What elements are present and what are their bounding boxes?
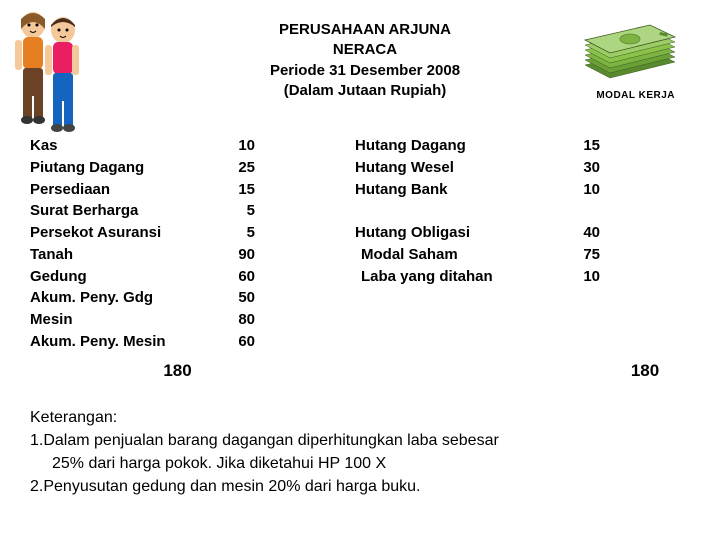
asset-row-label: Surat Berharga bbox=[30, 200, 215, 222]
asset-row-value: 60 bbox=[215, 331, 255, 353]
asset-row-value: 25 bbox=[215, 157, 255, 179]
asset-row-value: 60 bbox=[215, 266, 255, 288]
asset-row-label: Piutang Dagang bbox=[30, 157, 215, 179]
header-area: PERUSAHAAN ARJUNA NERACA Periode 31 Dese… bbox=[30, 15, 690, 125]
asset-row-label: Akum. Peny. Gdg bbox=[30, 287, 215, 309]
asset-row-label: Tanah bbox=[30, 244, 215, 266]
asset-row-label: Mesin bbox=[30, 309, 215, 331]
note-text: Penyusutan gedung dan mesin 20% dari har… bbox=[43, 478, 420, 495]
note-continuation: 25% dari harga pokok. Jika diketahui HP … bbox=[30, 452, 690, 475]
assets-labels: Kas Piutang Dagang Persediaan Surat Berh… bbox=[30, 135, 215, 353]
assets-values: 10 25 15 5 5 90 60 50 80 60 bbox=[215, 135, 265, 353]
asset-row-value: 15 bbox=[215, 179, 255, 201]
company-name: PERUSAHAAN ARJUNA bbox=[230, 20, 500, 40]
row-spacer bbox=[550, 200, 600, 222]
liabilities-values: 15 30 10 40 75 10 bbox=[550, 135, 600, 353]
liability-row-value: 40 bbox=[550, 222, 600, 244]
unit: (Dalam Jutaan Rupiah) bbox=[230, 81, 500, 101]
period: Periode 31 Desember 2008 bbox=[230, 61, 500, 81]
liability-row-label: Modal Saham bbox=[355, 244, 550, 266]
totals-gap bbox=[265, 361, 600, 381]
asset-row-value: 5 bbox=[215, 222, 255, 244]
asset-row-label: Persekot Asuransi bbox=[30, 222, 215, 244]
asset-row-label: Akum. Peny. Mesin bbox=[30, 331, 215, 353]
title-block: PERUSAHAAN ARJUNA NERACA Periode 31 Dese… bbox=[230, 20, 500, 101]
liabilities-labels: Hutang Dagang Hutang Wesel Hutang Bank H… bbox=[355, 135, 550, 353]
liability-row-value: 10 bbox=[550, 179, 600, 201]
note-item: 2.Penyusutan gedung dan mesin 20% dari h… bbox=[30, 475, 690, 498]
asset-row-value: 90 bbox=[215, 244, 255, 266]
asset-row-label: Gedung bbox=[30, 266, 215, 288]
note-item: 1.Dalam penjualan barang dagangan diperh… bbox=[30, 429, 690, 452]
row-spacer bbox=[355, 200, 550, 222]
liability-row-label: Hutang Obligasi bbox=[355, 222, 550, 244]
liability-row-value: 15 bbox=[550, 135, 600, 157]
note-num: 1. bbox=[30, 432, 43, 449]
slide: PERUSAHAAN ARJUNA NERACA Periode 31 Dese… bbox=[0, 0, 720, 540]
liability-row-value: 30 bbox=[550, 157, 600, 179]
report-type: NERACA bbox=[230, 40, 500, 60]
notes-section: Keterangan: 1.Dalam penjualan barang dag… bbox=[30, 406, 690, 499]
liability-row-label: Hutang Wesel bbox=[355, 157, 550, 179]
liability-row-value: 75 bbox=[550, 244, 600, 266]
modal-kerja-label: MODAL KERJA bbox=[596, 90, 675, 101]
note-text: Dalam penjualan barang dagangan diperhit… bbox=[43, 432, 498, 449]
liability-row-value: 10 bbox=[550, 266, 600, 288]
total-right: 180 bbox=[600, 361, 690, 381]
asset-row-value: 80 bbox=[215, 309, 255, 331]
asset-row-value: 10 bbox=[215, 135, 255, 157]
notes-title: Keterangan: bbox=[30, 406, 690, 429]
balance-sheet: Kas Piutang Dagang Persediaan Surat Berh… bbox=[30, 135, 690, 353]
asset-row-value: 5 bbox=[215, 200, 255, 222]
people-illustration bbox=[5, 5, 95, 145]
liability-row-label: Hutang Dagang bbox=[355, 135, 550, 157]
liability-row-label: Laba yang ditahan bbox=[355, 266, 550, 288]
asset-row-label: Persediaan bbox=[30, 179, 215, 201]
note-num: 2. bbox=[30, 478, 43, 495]
total-left: 180 bbox=[30, 361, 265, 381]
column-gap bbox=[265, 135, 355, 353]
asset-row-value: 50 bbox=[215, 287, 255, 309]
liability-row-label: Hutang Bank bbox=[355, 179, 550, 201]
totals-row: 180 180 bbox=[30, 361, 690, 381]
money-stack-icon bbox=[575, 20, 685, 85]
